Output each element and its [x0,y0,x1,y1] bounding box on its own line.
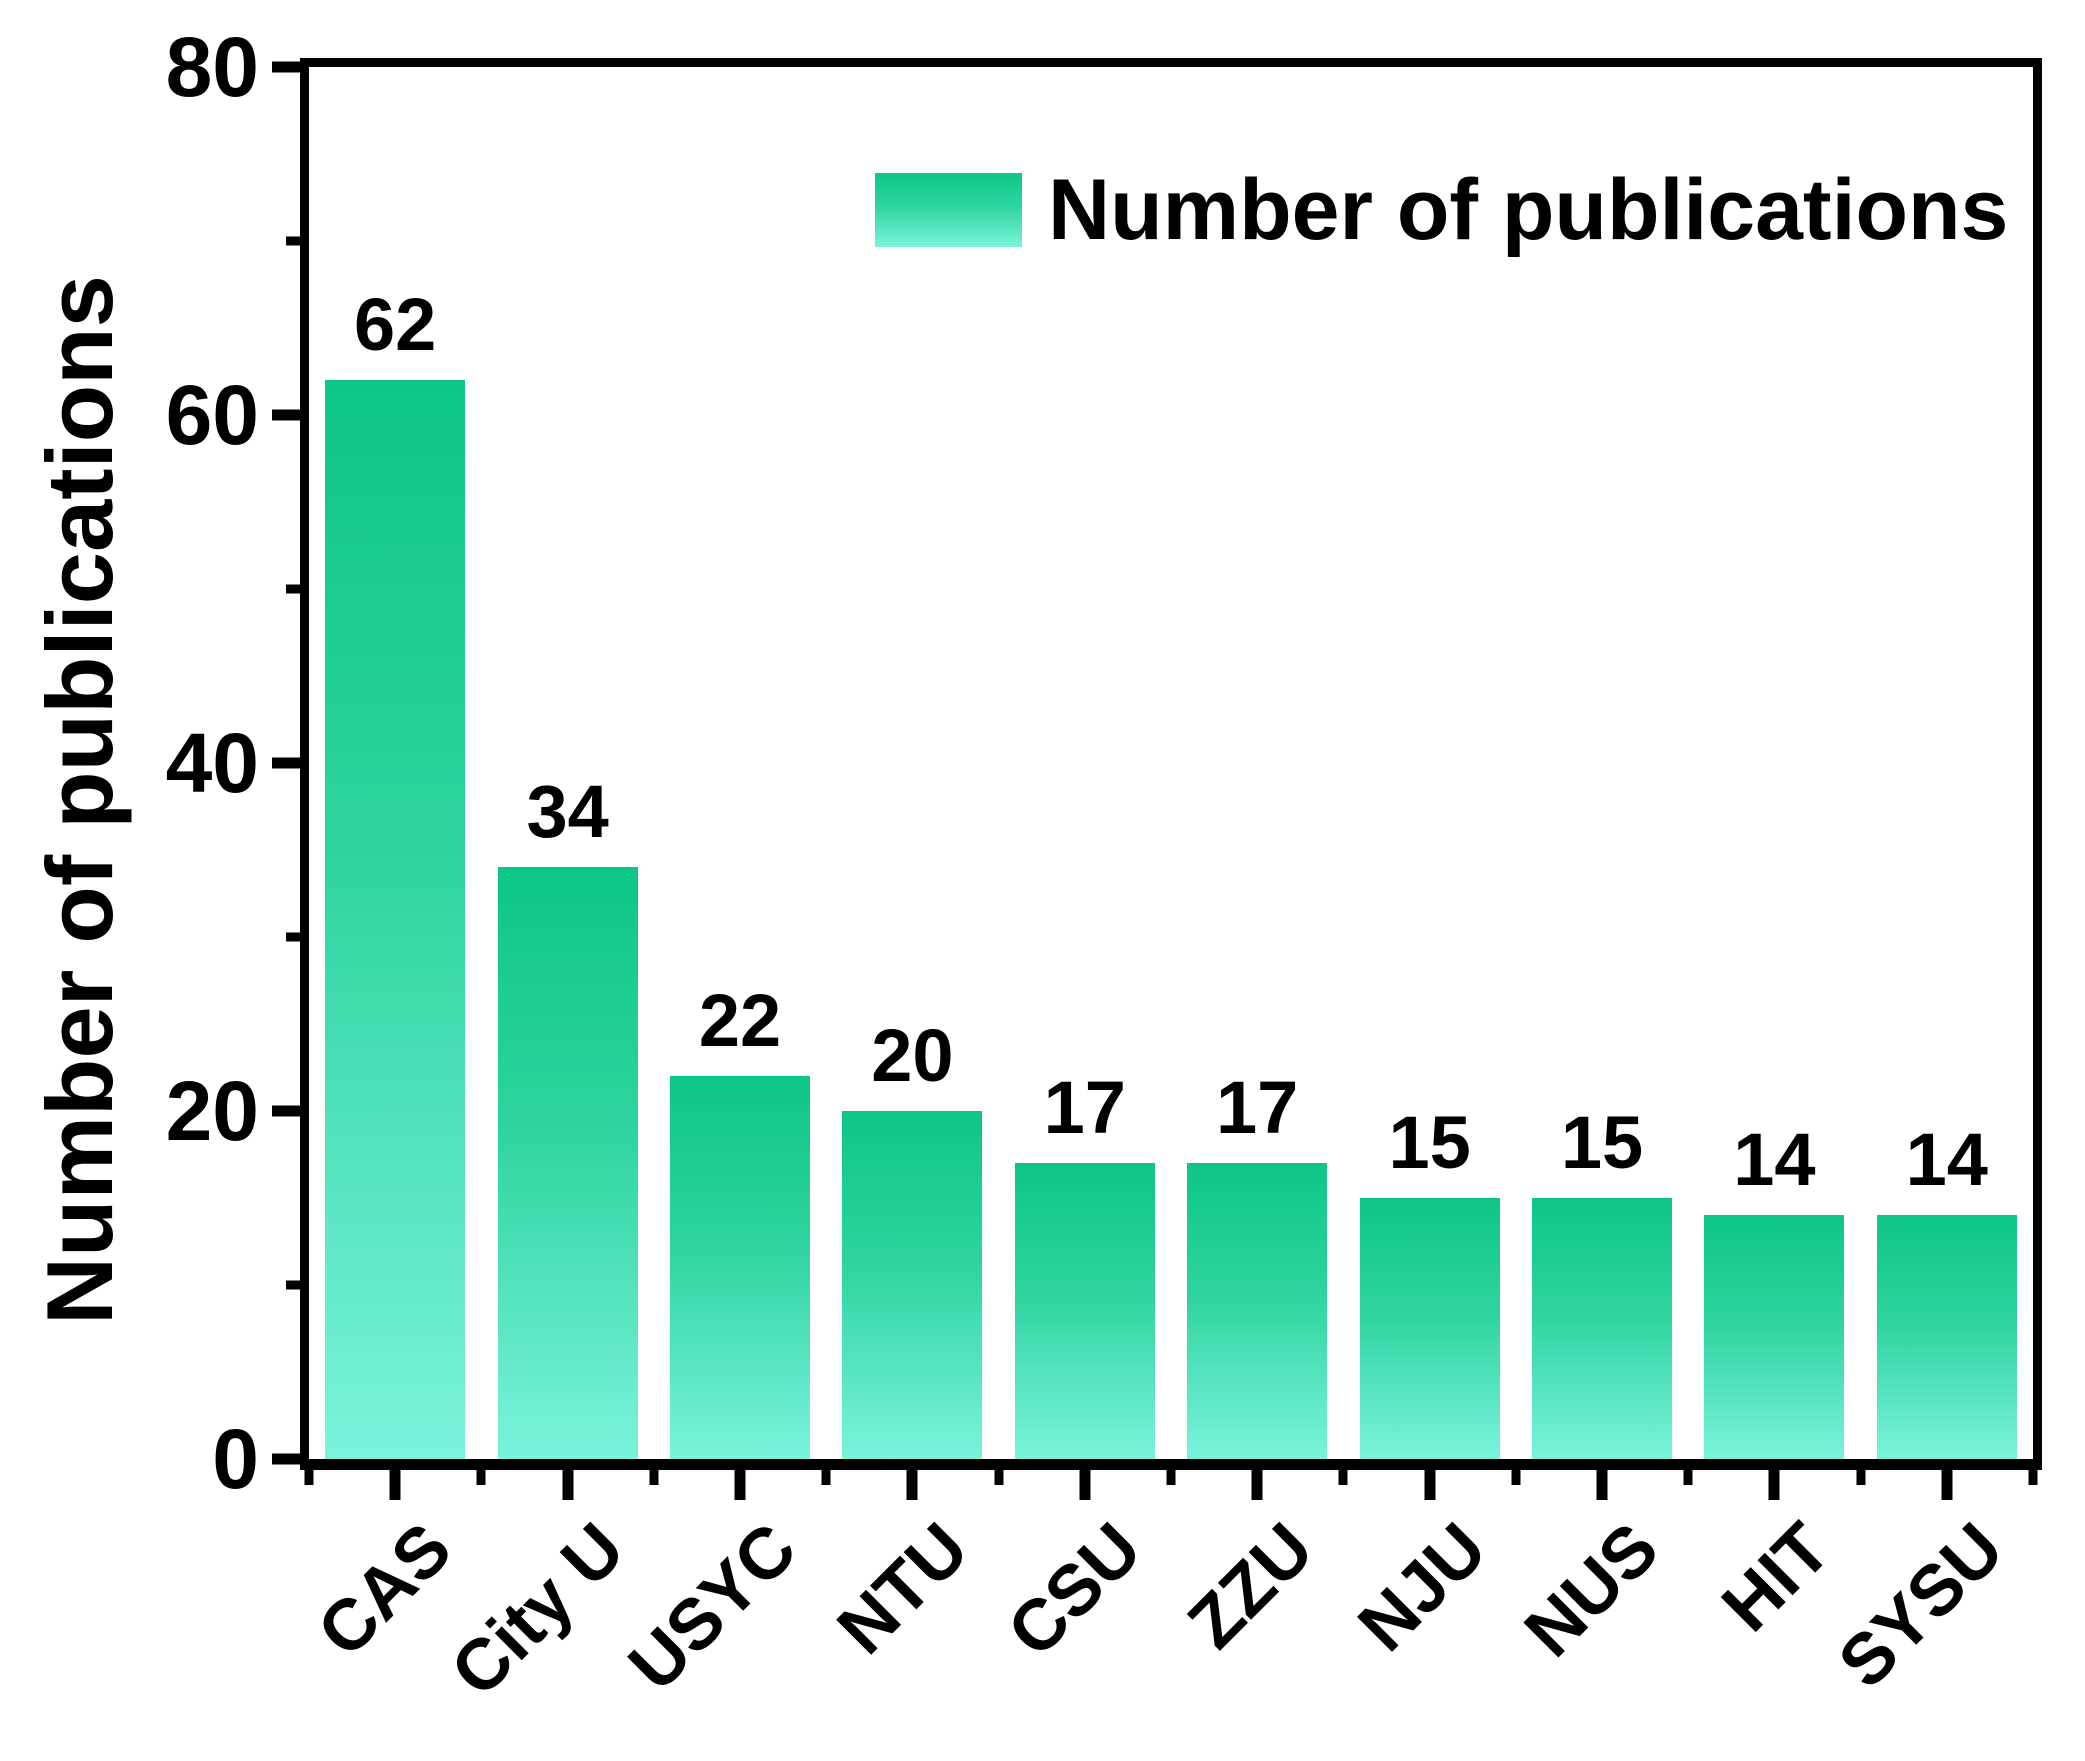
y-tick-minor [286,584,300,594]
bar-value-label: 14 [1733,1118,1816,1202]
x-tick-minor [1856,1470,1866,1485]
x-tick-major [389,1470,401,1500]
y-tick-label: 20 [165,1064,259,1158]
bar [1532,1198,1672,1459]
x-tick-major [1424,1470,1436,1500]
bar-value-label: 17 [1216,1066,1299,1150]
x-tick-minor [2028,1470,2038,1485]
x-tick-major [906,1470,918,1500]
x-category-label: NJU [1342,1508,1502,1667]
y-tick-minor [286,932,300,942]
y-axis-title: Number of publications [27,275,132,1325]
x-tick-major [1079,1470,1091,1500]
plot-area: Number of publications 0 20 40 60 80 62 CAS 34 C… [166,25,2042,1712]
x-tick-major [734,1470,746,1500]
bar-value-label: 34 [526,770,609,854]
bar [325,380,466,1459]
bar [670,1076,810,1459]
x-tick-major [562,1470,574,1500]
x-category-label: CSU [992,1508,1157,1673]
y-tick-major [272,757,300,769]
plot-inner: Number of publications 0 20 40 60 80 62 CAS 34 C… [166,25,2038,1712]
x-tick-major [1941,1470,1953,1500]
bar-value-label: 17 [1043,1066,1126,1150]
x-category-label: ZZU [1173,1508,1329,1664]
legend-label: Number of publications [1048,162,2009,258]
y-tick-major [272,61,300,73]
x-category-label: HIT [1707,1508,1847,1647]
y-tick-label: 0 [212,1412,259,1506]
bar [497,867,638,1459]
x-tick-minor [304,1470,314,1485]
y-tick-major [272,1453,300,1465]
y-tick-major [272,1105,300,1117]
y-tick-major [272,409,300,421]
bar [1359,1198,1500,1459]
y-tick-label: 40 [165,716,259,810]
x-category-label: NTU [822,1508,985,1670]
bar [1876,1215,2017,1459]
legend: Number of publications [875,167,2008,253]
x-tick-minor [1338,1470,1348,1485]
x-tick-minor [1683,1470,1693,1485]
x-tick-minor [821,1470,831,1485]
x-tick-minor [1511,1470,1521,1485]
legend-swatch [875,173,1022,247]
bar-value-label: 22 [698,979,782,1063]
x-tick-major [1768,1470,1780,1500]
x-category-label: CAS [302,1508,467,1673]
x-category-label: City U [435,1508,640,1712]
y-tick-minor [286,236,300,246]
bar [1014,1163,1155,1459]
y-tick-label: 60 [165,368,259,462]
x-tick-minor [649,1470,659,1485]
x-tick-major [1596,1470,1608,1500]
x-category-label: SYSU [1823,1508,2019,1704]
y-tick-label: 80 [165,20,259,114]
bar-value-label: 14 [1905,1118,1988,1202]
bar-value-label: 62 [354,283,437,367]
x-tick-minor [994,1470,1004,1485]
bar [1187,1163,1328,1459]
x-tick-minor [1166,1470,1176,1485]
bar [842,1111,983,1459]
y-tick-minor [286,1280,300,1290]
bar-value-label: 15 [1388,1101,1471,1184]
x-tick-major [1251,1470,1263,1500]
bar [1704,1215,1845,1459]
bar-value-label: 15 [1560,1101,1644,1184]
bar-value-label: 20 [871,1014,954,1097]
x-category-label: NUS [1509,1508,1674,1673]
x-tick-minor [476,1470,486,1485]
x-category-label: USYC [613,1508,812,1707]
